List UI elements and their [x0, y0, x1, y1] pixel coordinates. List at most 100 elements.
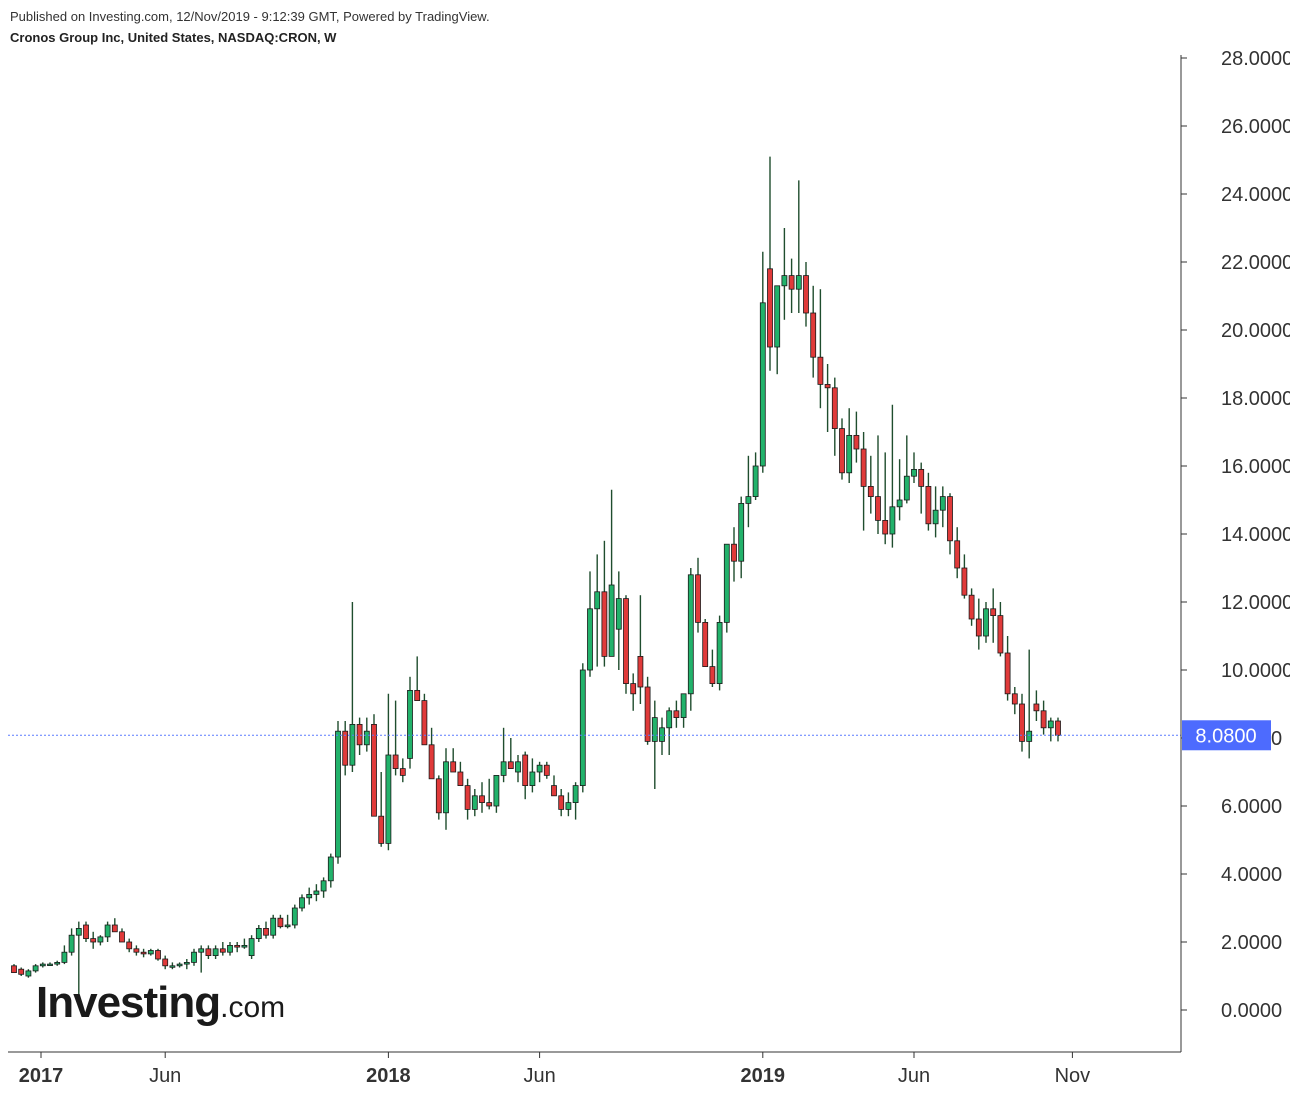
candle-body-up[interactable] — [529, 771, 536, 787]
candle-body-down[interactable] — [709, 666, 716, 684]
candle-body-up[interactable] — [407, 690, 413, 759]
candle-body-up[interactable] — [608, 584, 615, 657]
candle-body-down[interactable] — [817, 356, 824, 385]
candle-body-up[interactable] — [579, 669, 586, 786]
candle-body-down[interactable] — [83, 924, 89, 940]
candle-body-down[interactable] — [731, 543, 737, 562]
candle-body-up[interactable] — [1047, 720, 1054, 729]
candle-body-up[interactable] — [795, 275, 802, 290]
candle-body-down[interactable] — [954, 540, 961, 569]
candle-body-down[interactable] — [399, 768, 406, 776]
candle-body-down[interactable] — [486, 802, 493, 807]
candle-body-down[interactable] — [623, 598, 629, 684]
candle-body-up[interactable] — [306, 894, 313, 899]
candle-body-down[interactable] — [1055, 720, 1061, 736]
candle-body-up[interactable] — [687, 574, 694, 695]
candle-body-up[interactable] — [911, 468, 917, 477]
candle-body-down[interactable] — [140, 951, 147, 955]
candle-body-up[interactable] — [515, 761, 521, 773]
candle-body-down[interactable] — [968, 594, 975, 620]
candle-body-up[interactable] — [147, 950, 154, 955]
candle-body-down[interactable] — [630, 683, 637, 695]
candle-body-down[interactable] — [90, 938, 97, 943]
candle-body-up[interactable] — [335, 730, 341, 858]
candle-body-up[interactable] — [587, 608, 593, 671]
candle-body-down[interactable] — [824, 383, 831, 389]
candle-body-up[interactable] — [299, 897, 305, 909]
candle-body-down[interactable] — [155, 950, 161, 960]
candle-body-down[interactable] — [450, 761, 457, 773]
candle-body-down[interactable] — [558, 795, 565, 810]
candle-body-up[interactable] — [270, 917, 277, 936]
candle-body-up[interactable] — [889, 506, 896, 535]
candle-body-down[interactable] — [637, 656, 644, 688]
candle-body-up[interactable] — [500, 761, 507, 776]
candle-body-down[interactable] — [831, 387, 838, 429]
candle-body-down[interactable] — [119, 931, 125, 943]
candle-body-down[interactable] — [990, 608, 997, 616]
candle-body-up[interactable] — [443, 761, 449, 814]
candle-body-down[interactable] — [543, 764, 550, 776]
candle-body-up[interactable] — [255, 928, 262, 940]
candle-body-up[interactable] — [291, 907, 298, 926]
candle-body-down[interactable] — [1040, 710, 1047, 729]
candle-body-down[interactable] — [839, 428, 845, 474]
candle-body-up[interactable] — [738, 502, 745, 562]
candle-body-down[interactable] — [1011, 693, 1018, 705]
candle-body-up[interactable] — [680, 693, 687, 718]
candle-body-down[interactable] — [810, 312, 817, 358]
candle-body-up[interactable] — [536, 764, 543, 773]
candle-body-down[interactable] — [457, 771, 464, 787]
candle-body-up[interactable] — [615, 598, 622, 630]
candle-body-up[interactable] — [284, 924, 291, 928]
candle-body-down[interactable] — [860, 448, 867, 487]
candle-body-up[interactable] — [349, 724, 356, 766]
candle-body-up[interactable] — [939, 496, 946, 511]
candle-body-up[interactable] — [666, 710, 673, 729]
candle-body-down[interactable] — [702, 622, 709, 668]
candle-body-up[interactable] — [104, 924, 111, 938]
candle-body-up[interactable] — [385, 754, 392, 844]
candle-body-down[interactable] — [479, 795, 485, 803]
candle-body-down[interactable] — [947, 496, 953, 542]
candle-body-up[interactable] — [47, 963, 53, 966]
candle-body-up[interactable] — [759, 302, 766, 467]
candle-body-down[interactable] — [803, 275, 809, 314]
candle-body-up[interactable] — [896, 499, 903, 508]
candle-body-up[interactable] — [183, 962, 190, 965]
candle-body-up[interactable] — [61, 951, 68, 963]
candle-body-up[interactable] — [176, 963, 183, 967]
candle-body-up[interactable] — [745, 496, 752, 504]
candle-body-up[interactable] — [471, 795, 478, 810]
candle-body-up[interactable] — [572, 785, 579, 803]
candle-body-up[interactable] — [565, 802, 572, 810]
candle-body-down[interactable] — [392, 754, 399, 770]
candle-body-down[interactable] — [277, 917, 284, 928]
candle-body-down[interactable] — [522, 754, 529, 787]
candle-body-up[interactable] — [313, 890, 320, 895]
candle-body-up[interactable] — [169, 965, 176, 968]
candle-body-up[interactable] — [493, 775, 500, 807]
candle-body-up[interactable] — [97, 936, 104, 943]
candle-body-down[interactable] — [428, 744, 435, 780]
candle-body-up[interactable] — [651, 717, 658, 742]
candle-body-down[interactable] — [126, 941, 133, 950]
candle-body-down[interactable] — [263, 928, 269, 936]
candle-body-down[interactable] — [975, 618, 982, 637]
candle-body-down[interactable] — [551, 785, 557, 797]
candle-body-up[interactable] — [594, 591, 601, 610]
candle-body-up[interactable] — [1026, 730, 1033, 742]
candle-body-up[interactable] — [320, 880, 327, 892]
candle-body-down[interactable] — [853, 434, 860, 450]
candle-body-down[interactable] — [875, 496, 881, 521]
candle-body-down[interactable] — [882, 520, 889, 535]
candle-body-down[interactable] — [695, 574, 701, 623]
candle-body-up[interactable] — [75, 928, 82, 936]
candle-body-down[interactable] — [219, 948, 226, 953]
candle-body-down[interactable] — [925, 485, 932, 525]
candle-body-up[interactable] — [846, 434, 853, 474]
candle-body-down[interactable] — [767, 268, 773, 348]
candle-body-up[interactable] — [659, 727, 665, 742]
candle-body-down[interactable] — [997, 615, 1004, 654]
